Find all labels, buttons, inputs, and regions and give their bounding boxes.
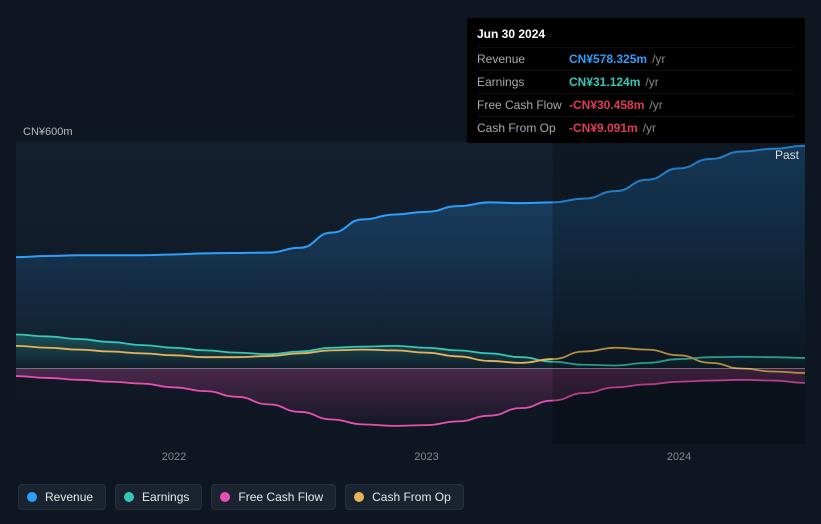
- tooltip-value: -CN¥30.458m: [569, 98, 644, 112]
- tooltip-label: Free Cash Flow: [477, 98, 569, 112]
- legend-item-fcf[interactable]: Free Cash Flow: [211, 484, 336, 510]
- tooltip-value: -CN¥9.091m: [569, 121, 638, 135]
- tooltip-row-cfo: Cash From Op -CN¥9.091m /yr: [477, 116, 795, 139]
- tooltip-row-earnings: Earnings CN¥31.124m /yr: [477, 70, 795, 93]
- legend-label: Free Cash Flow: [238, 490, 323, 504]
- tooltip-row-revenue: Revenue CN¥578.325m /yr: [477, 47, 795, 70]
- legend-dot-icon: [27, 492, 37, 502]
- tooltip-unit: /yr: [652, 52, 665, 66]
- tooltip-unit: /yr: [649, 98, 662, 112]
- legend-label: Earnings: [142, 490, 189, 504]
- tooltip-unit: /yr: [645, 75, 658, 89]
- x-tick-2023: 2023: [414, 451, 438, 463]
- x-tick-2024: 2024: [667, 451, 691, 463]
- tooltip-label: Cash From Op: [477, 121, 569, 135]
- tooltip: Jun 30 2024 Revenue CN¥578.325m /yr Earn…: [467, 18, 805, 143]
- legend-item-earnings[interactable]: Earnings: [115, 484, 202, 510]
- legend-dot-icon: [220, 492, 230, 502]
- legend-item-cfo[interactable]: Cash From Op: [345, 484, 464, 510]
- tooltip-label: Earnings: [477, 75, 569, 89]
- tooltip-value: CN¥31.124m: [569, 75, 640, 89]
- y-tick-top: CN¥600m: [23, 126, 73, 138]
- hover-region: [553, 142, 805, 444]
- past-label: Past: [775, 148, 800, 162]
- legend: Revenue Earnings Free Cash Flow Cash Fro…: [18, 484, 464, 510]
- x-tick-2022: 2022: [162, 451, 186, 463]
- chart-plot[interactable]: Past: [16, 142, 805, 444]
- tooltip-value: CN¥578.325m: [569, 52, 647, 66]
- chart-container: CN¥600m CN¥0 -CN¥200m Past 2022 2023 202…: [0, 0, 821, 524]
- legend-label: Revenue: [45, 490, 93, 504]
- legend-dot-icon: [124, 492, 134, 502]
- tooltip-row-fcf: Free Cash Flow -CN¥30.458m /yr: [477, 93, 795, 116]
- tooltip-label: Revenue: [477, 52, 569, 66]
- legend-dot-icon: [354, 492, 364, 502]
- tooltip-date: Jun 30 2024: [477, 24, 795, 47]
- legend-item-revenue[interactable]: Revenue: [18, 484, 106, 510]
- legend-label: Cash From Op: [372, 490, 451, 504]
- tooltip-unit: /yr: [643, 121, 656, 135]
